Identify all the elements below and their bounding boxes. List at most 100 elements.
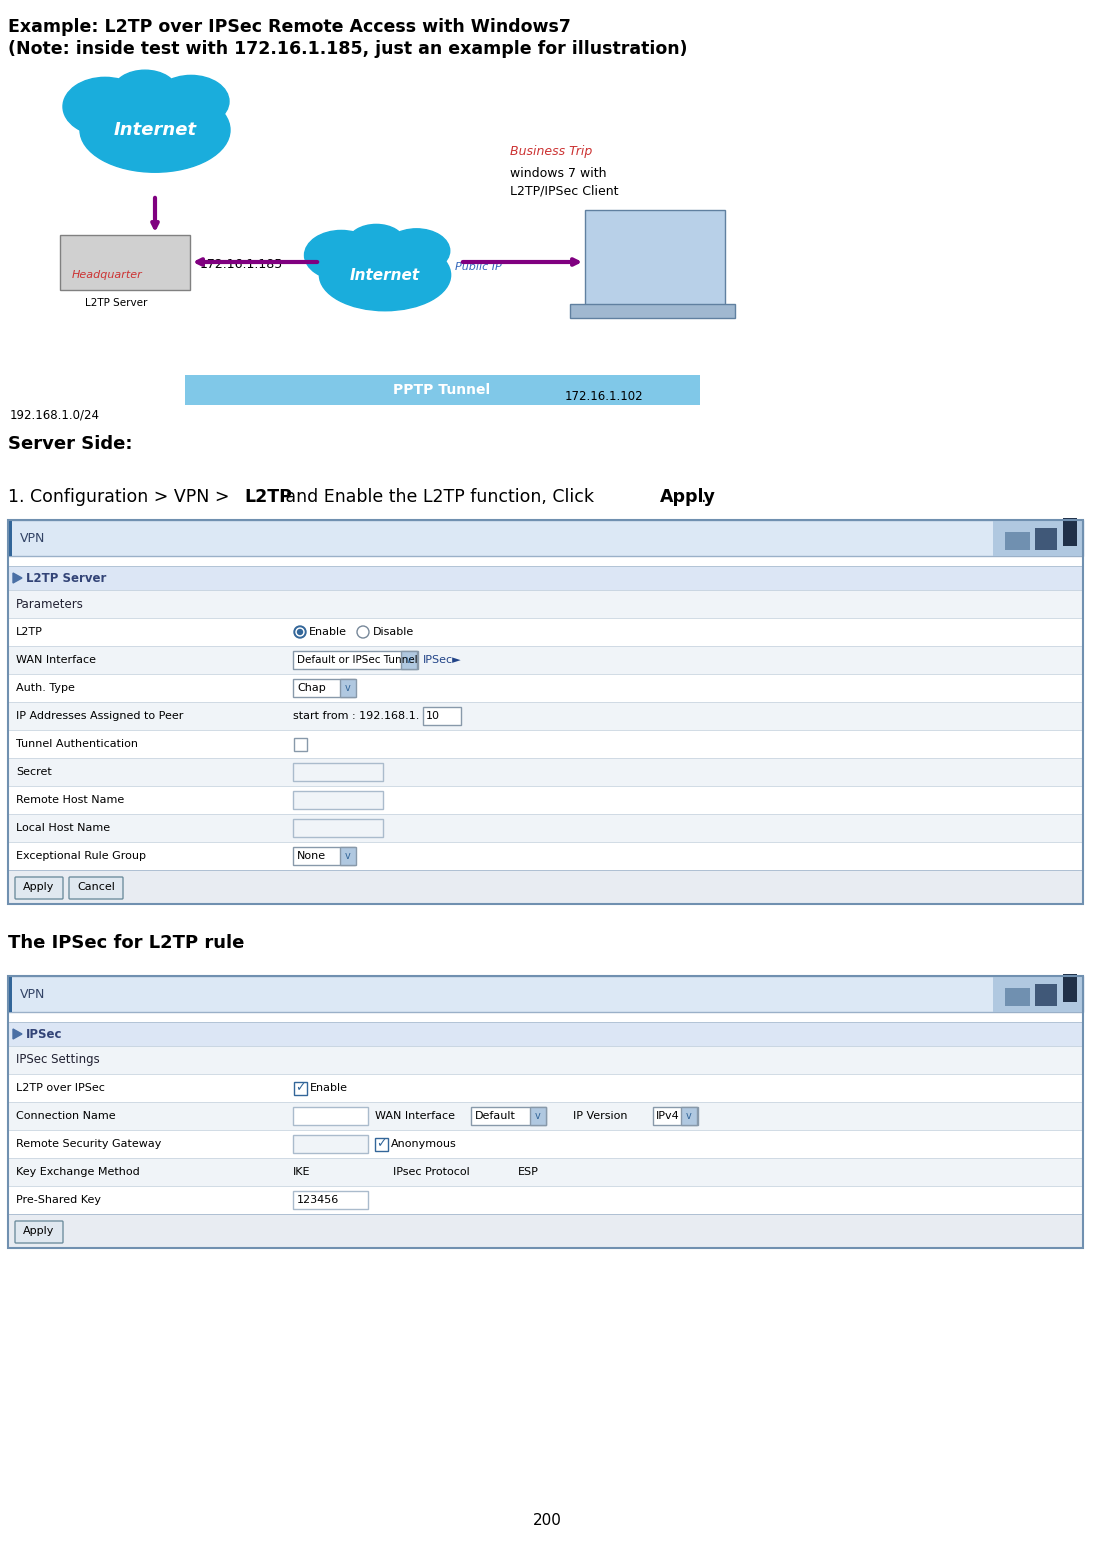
Bar xyxy=(1063,974,1077,1002)
Text: v: v xyxy=(345,683,350,693)
Text: v: v xyxy=(535,1110,541,1121)
Text: and Enable the L2TP function, Click: and Enable the L2TP function, Click xyxy=(280,488,599,506)
Text: start from : 192.168.1.: start from : 192.168.1. xyxy=(293,711,419,721)
FancyBboxPatch shape xyxy=(293,679,355,697)
Ellipse shape xyxy=(383,228,450,273)
Text: ✓: ✓ xyxy=(376,1137,387,1151)
Text: L2TP Server: L2TP Server xyxy=(26,572,106,584)
Text: IP Version: IP Version xyxy=(573,1110,627,1121)
Bar xyxy=(1005,533,1030,550)
Bar xyxy=(341,679,356,697)
Ellipse shape xyxy=(153,76,229,127)
Text: (Note: inside test with 172.16.1.185, just an example for illustration): (Note: inside test with 172.16.1.185, ju… xyxy=(8,40,688,57)
Text: 10: 10 xyxy=(426,711,440,721)
Text: v: v xyxy=(345,851,350,860)
FancyBboxPatch shape xyxy=(69,877,123,899)
Text: Pre-Shared Key: Pre-Shared Key xyxy=(16,1194,101,1205)
Text: Anonymous: Anonymous xyxy=(391,1138,457,1149)
Text: Headquarter: Headquarter xyxy=(72,270,142,280)
Text: IPsec Protocol: IPsec Protocol xyxy=(393,1166,470,1177)
FancyBboxPatch shape xyxy=(653,1107,698,1124)
Text: The IPSec for L2TP rule: The IPSec for L2TP rule xyxy=(8,933,244,952)
FancyBboxPatch shape xyxy=(293,1107,368,1124)
Bar xyxy=(8,618,1083,646)
Text: 200: 200 xyxy=(532,1513,562,1528)
Text: IPSec Settings: IPSec Settings xyxy=(16,1053,100,1067)
Text: IP Addresses Assigned to Peer: IP Addresses Assigned to Peer xyxy=(16,711,183,721)
Text: IPSec►: IPSec► xyxy=(423,655,462,665)
Bar xyxy=(8,520,12,556)
Text: Apply: Apply xyxy=(23,882,55,891)
Ellipse shape xyxy=(113,70,177,112)
Text: L2TP/IPSec Client: L2TP/IPSec Client xyxy=(510,185,619,197)
Bar xyxy=(530,1107,546,1124)
Circle shape xyxy=(298,629,302,635)
Bar xyxy=(8,975,1083,1013)
FancyBboxPatch shape xyxy=(293,763,383,781)
Text: VPN: VPN xyxy=(20,531,45,545)
Text: Local Host Name: Local Host Name xyxy=(16,823,111,832)
Text: Connection Name: Connection Name xyxy=(16,1110,116,1121)
Text: Remote Security Gateway: Remote Security Gateway xyxy=(16,1138,161,1149)
Ellipse shape xyxy=(304,230,378,280)
Text: 172.16.1.185: 172.16.1.185 xyxy=(200,258,284,272)
Text: Public IP: Public IP xyxy=(456,262,502,272)
Bar xyxy=(341,846,356,865)
Bar xyxy=(293,1082,307,1095)
Bar xyxy=(993,520,1083,556)
Text: 1. Configuration > VPN >: 1. Configuration > VPN > xyxy=(8,488,235,506)
Text: L2TP over IPSec: L2TP over IPSec xyxy=(16,1082,105,1093)
Text: Example: L2TP over IPSec Remote Access with Windows7: Example: L2TP over IPSec Remote Access w… xyxy=(8,19,570,36)
Bar xyxy=(8,520,1083,904)
Text: ESP: ESP xyxy=(518,1166,539,1177)
Bar xyxy=(8,702,1083,730)
Bar xyxy=(8,975,1083,1249)
Bar xyxy=(8,1022,1083,1047)
Text: Server Side:: Server Side: xyxy=(8,435,132,453)
Text: windows 7 with: windows 7 with xyxy=(510,168,607,180)
Text: Default or IPSec Tunnel: Default or IPSec Tunnel xyxy=(297,655,417,665)
Text: v: v xyxy=(687,1110,692,1121)
Bar xyxy=(1035,528,1057,550)
Bar xyxy=(8,975,12,1013)
FancyBboxPatch shape xyxy=(15,877,64,899)
Text: WAN Interface: WAN Interface xyxy=(16,655,96,665)
Bar xyxy=(8,786,1083,814)
Circle shape xyxy=(293,626,306,638)
Bar xyxy=(401,651,417,669)
Bar xyxy=(8,1103,1083,1131)
Text: IKE: IKE xyxy=(293,1166,311,1177)
Bar xyxy=(8,1186,1083,1214)
FancyBboxPatch shape xyxy=(293,1191,368,1208)
Text: Enable: Enable xyxy=(310,1082,348,1093)
Bar xyxy=(293,738,307,752)
Bar xyxy=(0,61,1095,419)
Text: v: v xyxy=(406,655,412,665)
Text: Secret: Secret xyxy=(16,767,51,776)
Bar xyxy=(8,870,1083,904)
Text: IPSec: IPSec xyxy=(26,1028,62,1041)
Text: L2TP: L2TP xyxy=(244,488,292,506)
Text: ✓: ✓ xyxy=(295,1081,306,1095)
Polygon shape xyxy=(13,573,22,582)
Ellipse shape xyxy=(320,239,451,311)
Bar xyxy=(374,1138,388,1151)
Bar xyxy=(8,1131,1083,1159)
FancyBboxPatch shape xyxy=(293,818,383,837)
FancyBboxPatch shape xyxy=(471,1107,546,1124)
Text: WAN Interface: WAN Interface xyxy=(374,1110,456,1121)
Text: Enable: Enable xyxy=(309,627,347,637)
Bar xyxy=(8,842,1083,870)
Text: Tunnel Authentication: Tunnel Authentication xyxy=(16,739,138,749)
Text: Parameters: Parameters xyxy=(16,598,84,610)
Bar xyxy=(8,674,1083,702)
Bar xyxy=(585,210,725,304)
Text: IPv4: IPv4 xyxy=(656,1110,680,1121)
Text: Disable: Disable xyxy=(373,627,414,637)
Bar xyxy=(8,1159,1083,1186)
FancyBboxPatch shape xyxy=(293,1135,368,1152)
FancyBboxPatch shape xyxy=(293,790,383,809)
Bar xyxy=(8,1047,1083,1075)
Text: 172.16.1.102: 172.16.1.102 xyxy=(565,390,644,402)
Text: Default: Default xyxy=(475,1110,516,1121)
